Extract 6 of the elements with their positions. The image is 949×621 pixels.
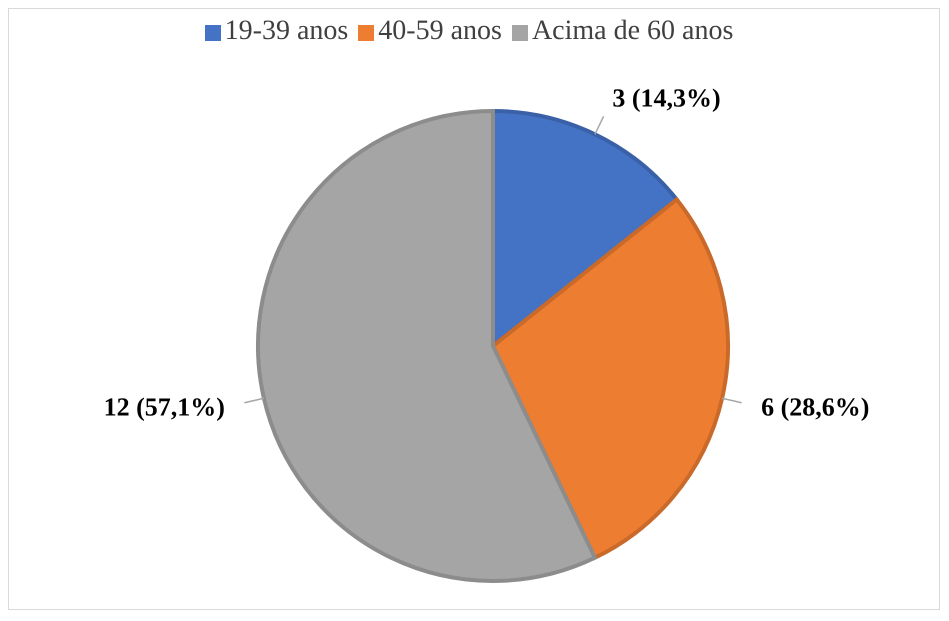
legend-label: 40-59 anos [378, 15, 502, 46]
legend-label: 19-39 anos [224, 15, 348, 46]
legend-label: Acima de 60 anos [532, 15, 734, 46]
data-label: 12 (57,1%) [104, 392, 225, 422]
data-label: 6 (28,6%) [761, 392, 870, 422]
data-label: 3 (14,3%) [612, 84, 721, 113]
